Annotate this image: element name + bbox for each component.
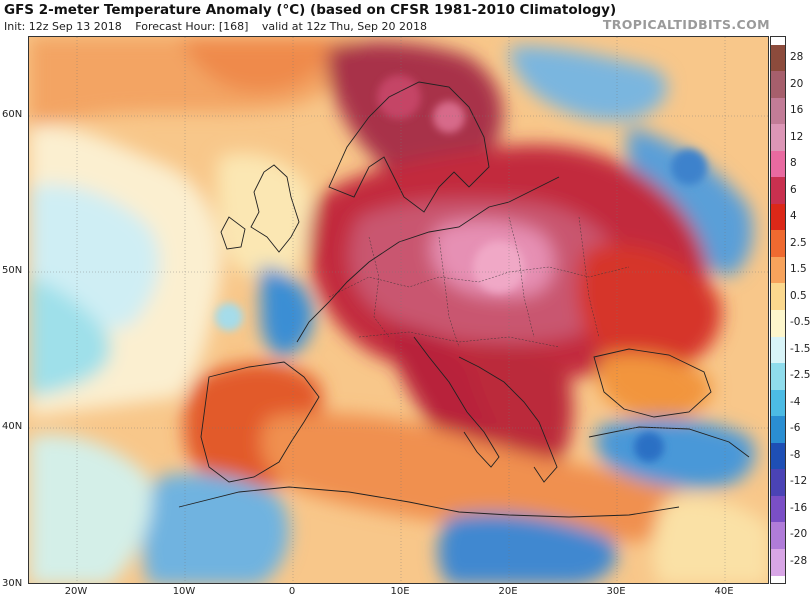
colorbar-label: 6 xyxy=(790,183,797,196)
colorbar-label: 4 xyxy=(790,210,797,223)
coastline-scandinavia xyxy=(328,81,490,213)
init-time: Init: 12z Sep 13 2018 xyxy=(4,20,122,33)
colorbar-label: -16 xyxy=(790,501,808,514)
colorbar-segment xyxy=(771,97,785,126)
colorbar-segment xyxy=(771,495,785,523)
lon-label-40e: 40E xyxy=(714,586,734,597)
colorbar-label: 28 xyxy=(790,51,804,64)
colorbar-segment xyxy=(771,469,785,497)
colorbar-segment xyxy=(771,203,785,232)
coastline-balkans xyxy=(458,356,558,483)
coastline-black-sea xyxy=(593,348,712,418)
anomaly-map-svg xyxy=(29,37,768,583)
colorbar-label: -8 xyxy=(790,448,801,461)
lon-label-10e: 10E xyxy=(390,586,410,597)
coastline-north-africa xyxy=(178,486,680,518)
map-title: GFS 2-meter Temperature Anomaly (°C) (ba… xyxy=(4,2,617,18)
coastline-italy xyxy=(413,336,500,468)
colorbar-segment xyxy=(771,71,785,99)
colorbar-label: -4 xyxy=(790,395,801,408)
colorbar-label: -1.5 xyxy=(790,342,811,355)
lat-label-50n: 50N xyxy=(2,265,23,276)
colorbar-segment xyxy=(771,124,785,152)
coastline-turkey xyxy=(588,426,750,458)
anomaly-detail xyxy=(215,75,707,462)
colorbar-segment xyxy=(771,177,785,205)
coastline-north-europe xyxy=(296,176,560,343)
site-brand[interactable]: TROPICALTIDBITS.COM xyxy=(602,17,770,32)
lon-label-10w: 10W xyxy=(172,586,196,597)
colorbar-label: 8 xyxy=(790,157,797,170)
coastline-ireland xyxy=(220,216,246,250)
map-header: GFS 2-meter Temperature Anomaly (°C) (ba… xyxy=(0,0,812,36)
colorbar-label: 20 xyxy=(790,77,804,90)
anomaly-map xyxy=(28,36,769,584)
colorbar-segment xyxy=(771,44,785,73)
lon-label-0: 0 xyxy=(288,586,296,597)
colorbar-segment xyxy=(771,442,785,470)
lon-label-20e: 20E xyxy=(498,586,518,597)
colorbar-segment xyxy=(771,548,785,576)
colorbar xyxy=(770,36,786,584)
forecast-hour: Forecast Hour: [168] xyxy=(135,20,249,33)
colorbar-label: -20 xyxy=(790,528,808,541)
colorbar-label: 0.5 xyxy=(790,289,807,302)
lat-label-30n: 30N xyxy=(2,578,23,589)
colorbar-label: 2.5 xyxy=(790,236,807,249)
anomaly-field xyxy=(29,37,768,583)
lon-label-30e: 30E xyxy=(606,586,626,597)
coastline-britain xyxy=(250,164,300,253)
colorbar-segment xyxy=(771,522,785,550)
lat-label-40n: 40N xyxy=(2,421,23,432)
valid-time: valid at 12z Thu, Sep 20 2018 xyxy=(261,20,427,33)
colorbar-label: -2.5 xyxy=(790,369,811,382)
colorbar-segment xyxy=(771,336,785,364)
colorbar-label: -28 xyxy=(790,554,808,567)
colorbar-segment xyxy=(771,310,785,338)
country-borders xyxy=(328,216,630,348)
coastlines xyxy=(178,81,750,518)
colorbar-segment xyxy=(771,256,785,285)
colorbar-label: -6 xyxy=(790,422,801,435)
colorbar-label: -0.5 xyxy=(790,316,811,329)
colorbar-segment xyxy=(771,283,785,311)
lat-label-60n: 60N xyxy=(2,109,23,120)
colorbar-label: -12 xyxy=(790,475,808,488)
colorbar-label: 16 xyxy=(790,104,804,117)
map-subtitle: Init: 12z Sep 13 2018 Forecast Hour: [16… xyxy=(4,20,437,33)
graticule xyxy=(29,37,768,583)
colorbar-segment xyxy=(771,363,785,391)
colorbar-segment xyxy=(771,150,785,179)
colorbar-segment xyxy=(771,389,785,417)
colorbar-segment xyxy=(771,416,785,444)
colorbar-segment xyxy=(771,230,785,258)
colorbar-label: 12 xyxy=(790,130,804,143)
colorbar-label: 1.5 xyxy=(790,263,807,276)
coastline-iberia xyxy=(200,361,320,483)
lon-label-20w: 20W xyxy=(64,586,88,597)
